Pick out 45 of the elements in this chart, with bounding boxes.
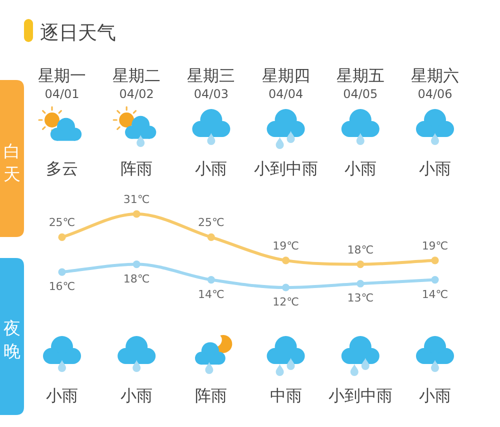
text: 阵雨 <box>120 159 153 178</box>
point <box>282 284 290 292</box>
x-tick-label: 星期三 04/03 <box>187 66 236 101</box>
text: 白天 <box>4 142 20 185</box>
x-tick-label: 星期一 04/01 <box>38 66 86 101</box>
text: 小雨 <box>120 386 153 405</box>
data-label: 25℃ <box>198 216 224 230</box>
text: 小雨 <box>46 386 78 405</box>
data-label: 14℃ <box>422 288 448 301</box>
point <box>58 268 66 276</box>
chart-title: 逐日天气 <box>40 22 116 44</box>
data-label: 18℃ <box>347 243 374 256</box>
point <box>431 276 439 284</box>
point <box>132 210 140 218</box>
text: 小到中雨 <box>254 159 318 178</box>
point <box>282 256 290 264</box>
data-label: 13℃ <box>347 292 374 305</box>
x-tick-label: 星期六 04/06 <box>411 66 459 101</box>
text: 多云 <box>46 159 78 178</box>
point <box>132 260 140 268</box>
text: 小雨 <box>195 159 228 178</box>
text: 小雨 <box>419 159 451 178</box>
data-label: 12℃ <box>272 296 299 308</box>
text: 夜晚 <box>4 319 20 362</box>
data-label: 18℃ <box>123 272 150 286</box>
data-label: 14℃ <box>198 288 224 301</box>
data-label: 31℃ <box>123 193 150 206</box>
text: 小到中雨 <box>328 386 392 405</box>
point <box>207 233 215 242</box>
data-label: 19℃ <box>272 239 299 252</box>
point <box>356 280 364 288</box>
text: 小雨 <box>419 386 451 405</box>
point <box>207 276 215 284</box>
data-label: 19℃ <box>422 239 448 252</box>
point <box>431 256 439 264</box>
x-tick-label: 星期二 04/02 <box>112 66 161 101</box>
data-label: 25℃ <box>48 216 76 230</box>
point <box>58 233 66 242</box>
text: 中雨 <box>270 386 302 405</box>
x-tick-label: 星期四 04/04 <box>262 66 310 101</box>
point <box>356 260 364 268</box>
x-tick-label: 星期五 04/05 <box>336 66 384 101</box>
text: 阵雨 <box>195 386 228 405</box>
text: 小雨 <box>344 159 376 178</box>
data-label: 16℃ <box>48 280 76 294</box>
